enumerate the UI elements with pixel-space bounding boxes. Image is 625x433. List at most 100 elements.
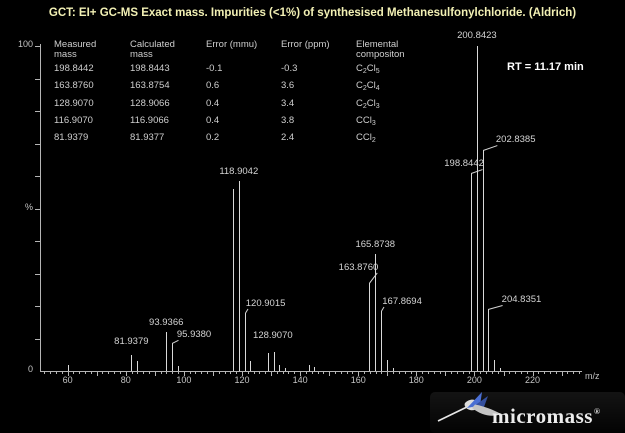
y-axis-line [40, 44, 41, 372]
x-axis-tick [102, 372, 104, 374]
peak-label-pointer [482, 145, 498, 151]
x-axis-tick [474, 372, 476, 376]
table-cell: 0.6 [206, 80, 220, 92]
peak-line [232, 189, 234, 371]
x-axis-tick [160, 372, 162, 374]
hummingbird-icon [437, 392, 501, 422]
table-cell-formula: C2Cl5 [356, 63, 380, 75]
peak-line [369, 283, 371, 371]
x-axis-tick [44, 372, 46, 374]
x-axis-tick [532, 372, 534, 376]
peak-line [238, 180, 240, 371]
x-axis-tick [236, 372, 238, 374]
x-axis-tick [404, 372, 406, 374]
x-axis-tick [189, 372, 191, 374]
x-tick-label: 120 [234, 375, 250, 385]
x-axis-tick [276, 372, 278, 374]
x-axis-tick [119, 372, 121, 374]
peak-label: 165.8738 [355, 239, 396, 250]
table-header-cell: Elemental compositon [356, 39, 405, 60]
table-cell: 163.8760 [54, 80, 94, 92]
table-cell: 0.4 [206, 114, 220, 126]
peak-line [67, 364, 69, 371]
x-axis-tick [73, 372, 75, 374]
y-axis-tick [35, 338, 40, 340]
peak-line [386, 359, 388, 371]
peak-label: 118.9042 [219, 165, 259, 177]
peak-line [244, 312, 246, 371]
y-tick-label: 0 [27, 364, 33, 374]
peak-line [488, 309, 490, 371]
peak-label: 95.9380 [176, 329, 212, 341]
x-axis-tick [85, 372, 87, 374]
table-cell: 81.9377 [130, 132, 165, 144]
x-axis-tick [300, 372, 302, 376]
x-axis-line [40, 371, 582, 372]
x-axis-tick [271, 372, 273, 376]
table-cell: 0.4 [206, 97, 220, 109]
peak-label: 167.8694 [382, 295, 422, 307]
peak-line [177, 366, 179, 371]
x-axis-tick [195, 372, 197, 374]
retention-time-label: RT = 11.17 min [507, 61, 584, 73]
x-axis-tick [108, 372, 110, 374]
x-axis-tick [230, 372, 232, 374]
x-axis-tick [55, 372, 57, 374]
peak-line [381, 310, 383, 371]
table-cell: 116.9070 [54, 114, 93, 126]
x-axis-tick [561, 372, 563, 376]
x-axis-tick [67, 372, 69, 376]
peak-line [314, 367, 316, 371]
y-axis-tick [35, 241, 40, 242]
x-axis-tick [305, 372, 307, 374]
exact-mass-table: Measured mass Calculated mass Error (mmu) E… [54, 40, 456, 149]
x-axis-tick [503, 372, 505, 376]
x-axis-tick [247, 372, 249, 374]
x-axis-tick [114, 372, 116, 374]
peak-line [476, 46, 478, 371]
x-axis-tick [486, 372, 488, 374]
peak-line [482, 150, 484, 371]
x-axis-tick [509, 372, 511, 374]
x-axis-tick [253, 372, 255, 374]
x-axis-tick [294, 372, 296, 374]
peak-line [279, 364, 281, 371]
y-axis-tick [35, 208, 40, 210]
x-axis-tick [212, 372, 214, 376]
x-axis-tick [422, 372, 424, 374]
registered-mark: ® [593, 407, 601, 416]
x-axis-tick [573, 372, 575, 374]
table-header-cell: Error (mmu) [206, 39, 258, 50]
x-axis-tick [567, 372, 569, 374]
y-axis-tick [35, 143, 40, 145]
x-tick-label: 180 [408, 375, 424, 385]
x-axis-tick [398, 372, 400, 374]
peak-label: 93.9366 [149, 317, 184, 328]
x-axis-tick [427, 372, 429, 374]
x-axis-tick [143, 372, 145, 374]
x-axis-tick [550, 372, 551, 374]
x-axis-tick [468, 372, 470, 374]
table-cell: 198.8442 [54, 63, 94, 74]
x-axis-tick [79, 372, 81, 374]
x-axis-tick [393, 372, 395, 374]
x-axis-tick [282, 372, 284, 374]
peak-line [500, 367, 502, 371]
x-axis-tick [457, 372, 458, 374]
peak-line [267, 353, 269, 371]
peak-line [308, 364, 310, 371]
peak-label: 81.9379 [114, 335, 149, 347]
y-tick-label: % [24, 202, 33, 212]
x-tick-label: 160 [350, 375, 366, 385]
x-axis-title: m/z [585, 371, 600, 381]
peak-line [172, 343, 174, 371]
x-axis-tick [61, 372, 63, 374]
x-axis-tick [172, 372, 174, 374]
table-cell: -0.3 [281, 63, 298, 74]
x-tick-label: 100 [176, 375, 192, 385]
x-axis-tick [526, 372, 528, 374]
x-axis-tick [311, 372, 313, 374]
table-cell-formula: CCl2 [356, 132, 376, 145]
x-axis-tick [259, 372, 261, 374]
